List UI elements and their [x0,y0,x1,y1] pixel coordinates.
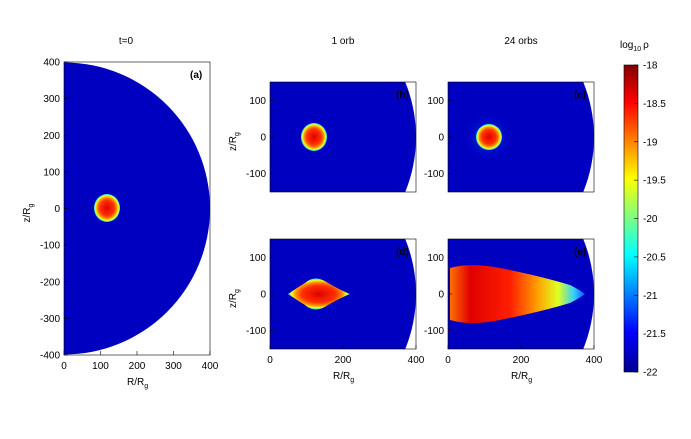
colorbar-label-sub: 10 [633,46,641,53]
x-axis-label-sub: g [144,383,148,390]
y-tick-label: 300 [43,94,60,105]
x-tick-label: 200 [335,355,352,366]
y-tick-label: 200 [43,131,60,142]
panel-label: (d) [396,247,409,258]
y-axis-label: z/Rg [228,289,241,308]
y-tick-label: -300 [40,314,60,325]
axes: t=0 (a) 0 100 200 300 400 -400 -300 -200 -100 0 100 2… [22,36,603,390]
y-tick-label: -100 [246,169,266,180]
colorbar-tick-label: -19.5 [643,176,666,187]
x-tick-label: 400 [586,355,603,366]
y-tick-label: 0 [260,290,266,301]
colorbar-tick-label: -19 [643,137,658,148]
y-axis-label-main: z/R [22,208,33,223]
y-axis-label-main: z/R [228,293,239,308]
y-tick-label: 0 [438,133,444,144]
colorbar-tick-label: -18.5 [643,99,666,110]
density-lens [288,278,350,310]
y-tick-label: -100 [40,241,60,252]
x-tick-label: 0 [267,355,273,366]
y-tick-label: -100 [424,169,444,180]
density-fan [450,265,585,323]
x-tick-label: 100 [92,361,109,372]
y-tick-label: 400 [43,58,60,69]
panels [64,62,594,355]
y-axis-label: z/Rg [22,204,35,223]
panel-label: (c) [574,90,586,101]
density-blob [301,123,327,151]
colorbar-tick-label: -21 [643,291,658,302]
x-tick-label: 400 [202,361,219,372]
y-axis-label-sub: g [234,289,241,293]
panel-title: 1 orb [332,36,355,47]
y-axis-label: z/Rg [228,132,241,151]
y-tick-label: 100 [427,96,444,107]
y-tick-label: -400 [40,351,60,362]
x-tick-label: 200 [513,355,530,366]
density-blob [94,194,120,222]
colorbar-tick-label: -20 [643,214,658,225]
x-axis-label-sub: g [528,377,532,384]
density-features [94,113,585,323]
domain [64,62,210,355]
y-tick-label: 0 [54,204,60,215]
y-axis-label-main: z/R [228,136,239,151]
x-tick-label: 400 [408,355,425,366]
x-tick-label: 300 [165,361,182,372]
colorbar-label-main: log [620,40,633,51]
y-axis-label-sub: g [28,204,35,208]
colorbar-tick-label: -20.5 [643,252,666,263]
x-axis-label-main: R/R [333,371,350,382]
x-axis-label-main: R/R [127,377,144,388]
panel-title: 24 orbs [504,36,537,47]
x-tick-label: 0 [61,361,67,372]
panel-label: (e) [574,247,586,258]
panel-title: t=0 [119,36,134,47]
colorbar-label-rest: ρ [643,40,649,51]
y-tick-label: 100 [43,167,60,178]
panel-label: (a) [190,70,202,81]
y-tick-label: -100 [424,326,444,337]
y-tick-label: -100 [246,326,266,337]
x-axis-label: R/Rg [511,371,532,384]
x-axis-label-main: R/R [511,371,528,382]
colorbar-tick-label: -18 [643,61,658,72]
y-tick-label: 100 [249,96,266,107]
colorbar-tick-label: -21.5 [643,329,666,340]
x-axis-label: R/Rg [127,377,148,390]
y-tick-label: 0 [260,133,266,144]
density-blob [476,124,502,150]
y-tick-label: -200 [40,277,60,288]
x-axis-label: R/Rg [333,371,354,384]
x-tick-label: 200 [129,361,146,372]
panel-label: (b) [396,90,409,101]
y-axis-label-sub: g [234,132,241,136]
y-tick-label: 0 [438,290,444,301]
y-tick-label: 100 [249,253,266,264]
x-axis-label-sub: g [350,377,354,384]
x-tick-label: 0 [445,355,451,366]
y-tick-label: 100 [427,253,444,264]
colorbar-label: log10 ρ [620,40,649,53]
colorbar-tick-label: -22 [643,368,658,379]
domain [270,82,416,192]
domain [448,82,594,192]
